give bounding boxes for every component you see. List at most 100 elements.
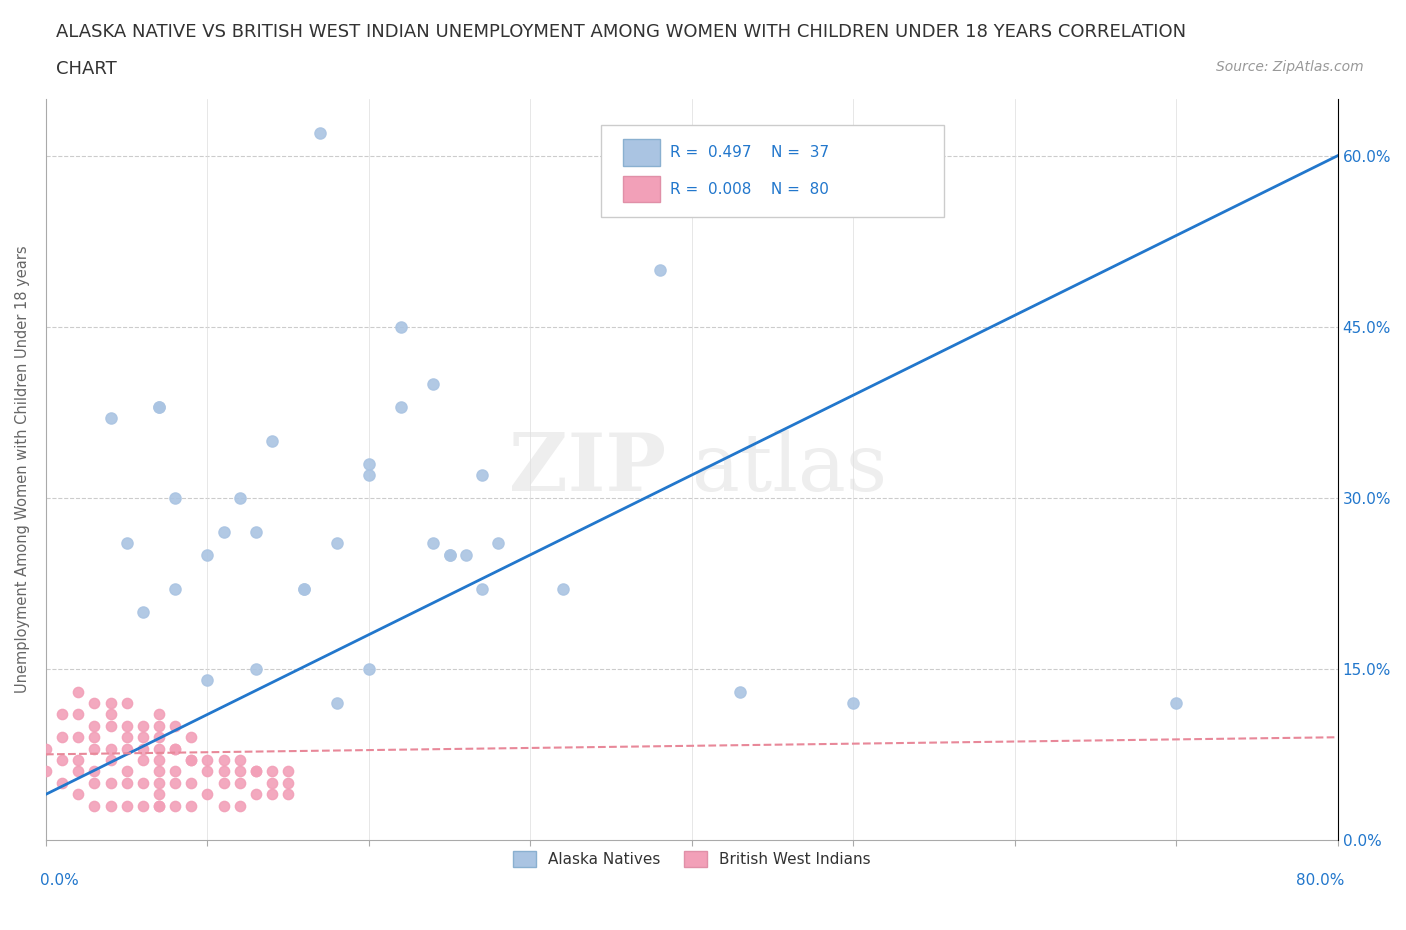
Point xyxy=(148,752,170,767)
Point xyxy=(100,752,122,767)
Point xyxy=(212,798,235,813)
Point xyxy=(180,730,202,745)
Point xyxy=(51,730,73,745)
Point xyxy=(357,456,380,471)
Point xyxy=(454,548,477,563)
Point xyxy=(180,798,202,813)
Point xyxy=(35,764,58,779)
Point xyxy=(51,752,73,767)
Text: R =  0.497    N =  37: R = 0.497 N = 37 xyxy=(669,145,830,160)
Point xyxy=(228,776,250,790)
Point xyxy=(212,752,235,767)
Point xyxy=(148,399,170,414)
Point xyxy=(325,536,347,551)
Point xyxy=(100,776,122,790)
Point xyxy=(115,718,138,733)
Point xyxy=(245,661,267,676)
Text: CHART: CHART xyxy=(56,60,117,78)
Point xyxy=(148,707,170,722)
Point xyxy=(728,684,751,699)
Point xyxy=(100,707,122,722)
Point xyxy=(83,718,105,733)
Point xyxy=(245,764,267,779)
Point xyxy=(228,764,250,779)
Text: 80.0%: 80.0% xyxy=(1296,873,1344,888)
Point xyxy=(132,776,155,790)
Point xyxy=(422,377,444,392)
Text: ZIP: ZIP xyxy=(509,431,666,509)
Point xyxy=(83,776,105,790)
Point xyxy=(165,741,187,756)
Point xyxy=(132,604,155,619)
Point xyxy=(197,764,219,779)
Point xyxy=(100,741,122,756)
Point xyxy=(325,696,347,711)
Point xyxy=(197,787,219,802)
Point xyxy=(260,776,283,790)
Point xyxy=(35,741,58,756)
Point xyxy=(165,776,187,790)
Point xyxy=(148,741,170,756)
Point xyxy=(245,764,267,779)
Point xyxy=(197,548,219,563)
Point xyxy=(389,399,412,414)
Y-axis label: Unemployment Among Women with Children Under 18 years: Unemployment Among Women with Children U… xyxy=(15,246,30,693)
Point xyxy=(197,672,219,687)
Point xyxy=(67,730,90,745)
Point xyxy=(260,433,283,448)
Point xyxy=(180,752,202,767)
Point xyxy=(245,525,267,539)
Text: 0.0%: 0.0% xyxy=(39,873,79,888)
Point xyxy=(165,718,187,733)
Point xyxy=(292,581,315,596)
Text: Source: ZipAtlas.com: Source: ZipAtlas.com xyxy=(1216,60,1364,74)
FancyBboxPatch shape xyxy=(602,125,943,218)
Point xyxy=(165,764,187,779)
Point xyxy=(165,741,187,756)
Point xyxy=(842,696,865,711)
Point xyxy=(212,525,235,539)
Point xyxy=(148,798,170,813)
Point xyxy=(83,741,105,756)
Point xyxy=(115,696,138,711)
Point xyxy=(277,787,299,802)
Point xyxy=(212,776,235,790)
Point xyxy=(277,776,299,790)
Point xyxy=(83,696,105,711)
Point xyxy=(148,798,170,813)
Point xyxy=(292,581,315,596)
Point xyxy=(260,764,283,779)
Point xyxy=(100,696,122,711)
Point xyxy=(228,798,250,813)
Point xyxy=(67,764,90,779)
FancyBboxPatch shape xyxy=(623,140,659,166)
Point xyxy=(180,776,202,790)
Point xyxy=(132,798,155,813)
Point xyxy=(439,548,461,563)
Point xyxy=(260,787,283,802)
Point xyxy=(115,730,138,745)
Point xyxy=(439,548,461,563)
Point xyxy=(309,126,332,140)
Point xyxy=(212,764,235,779)
Point xyxy=(148,787,170,802)
FancyBboxPatch shape xyxy=(623,176,659,203)
Point xyxy=(132,730,155,745)
Point xyxy=(100,410,122,425)
Text: R =  0.008    N =  80: R = 0.008 N = 80 xyxy=(669,181,828,196)
Point xyxy=(51,707,73,722)
Point xyxy=(486,536,509,551)
Point xyxy=(132,741,155,756)
Text: ALASKA NATIVE VS BRITISH WEST INDIAN UNEMPLOYMENT AMONG WOMEN WITH CHILDREN UNDE: ALASKA NATIVE VS BRITISH WEST INDIAN UNE… xyxy=(56,23,1187,41)
Point xyxy=(357,661,380,676)
Point xyxy=(67,684,90,699)
Point xyxy=(228,490,250,505)
Point xyxy=(197,752,219,767)
Point xyxy=(148,776,170,790)
Point xyxy=(148,764,170,779)
Point xyxy=(115,741,138,756)
Point xyxy=(471,581,494,596)
Point xyxy=(1166,696,1188,711)
Point xyxy=(100,798,122,813)
Point xyxy=(148,718,170,733)
